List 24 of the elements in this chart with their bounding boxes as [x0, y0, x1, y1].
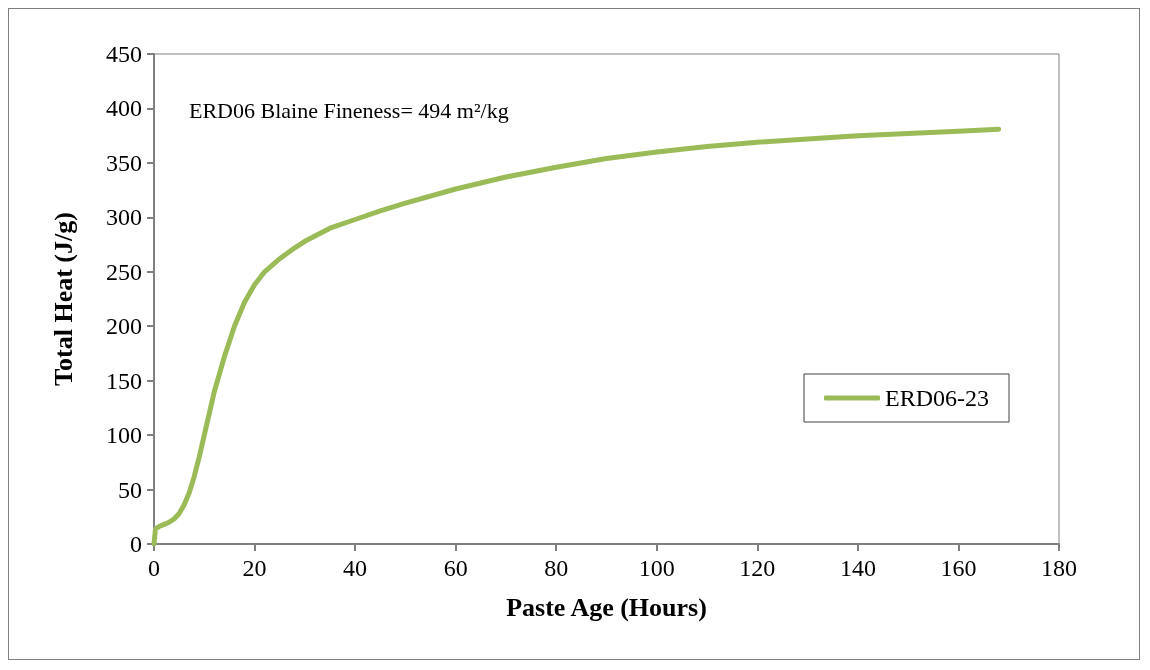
- y-tick-label: 300: [106, 204, 142, 231]
- x-tick-label: 0: [148, 555, 160, 581]
- x-axis-title: Paste Age (Hours): [506, 592, 707, 622]
- annotation: ERD06 Blaine Fineness= 494 m²/kg: [189, 97, 509, 123]
- x-tick-label: 80: [544, 555, 569, 581]
- y-tick-label: 0: [130, 531, 142, 557]
- y-tick-label: 400: [106, 95, 142, 122]
- y-tick-label: 350: [106, 149, 142, 176]
- y-axis-title: Total Heat (J/g): [48, 212, 78, 386]
- x-tick-label: 140: [839, 555, 876, 581]
- y-tick-label: 450: [106, 41, 142, 67]
- y-tick-label: 150: [106, 367, 142, 394]
- x-tick-label: 180: [1041, 555, 1077, 581]
- x-tick-label: 40: [343, 555, 368, 581]
- y-tick-label: 50: [118, 476, 142, 503]
- legend-label: ERD06-23: [885, 385, 990, 411]
- x-tick-label: 160: [940, 555, 977, 581]
- y-tick-label: 100: [106, 422, 142, 449]
- x-tick-label: 20: [242, 555, 267, 581]
- y-tick-label: 200: [106, 313, 142, 340]
- x-tick-label: 100: [638, 555, 675, 581]
- x-tick-label: 60: [443, 555, 468, 581]
- y-tick-label: 250: [106, 258, 142, 285]
- x-tick-label: 120: [739, 555, 776, 581]
